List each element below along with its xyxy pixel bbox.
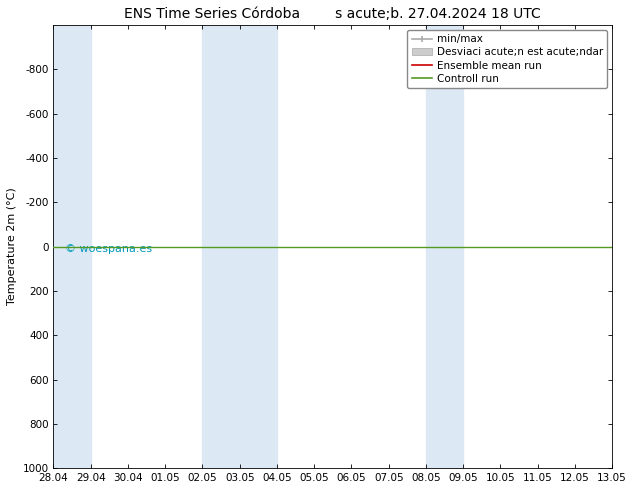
Legend: min/max, Desviaci acute;n est acute;ndar, Ensemble mean run, Controll run: min/max, Desviaci acute;n est acute;ndar…: [408, 30, 607, 88]
Title: ENS Time Series Córdoba        s acute;b. 27.04.2024 18 UTC: ENS Time Series Córdoba s acute;b. 27.04…: [124, 7, 541, 21]
Text: © woespana.es: © woespana.es: [65, 245, 152, 254]
Y-axis label: Temperature 2m (°C): Temperature 2m (°C): [7, 188, 17, 305]
Bar: [426, 25, 463, 468]
Bar: [202, 25, 277, 468]
Bar: [53, 25, 91, 468]
